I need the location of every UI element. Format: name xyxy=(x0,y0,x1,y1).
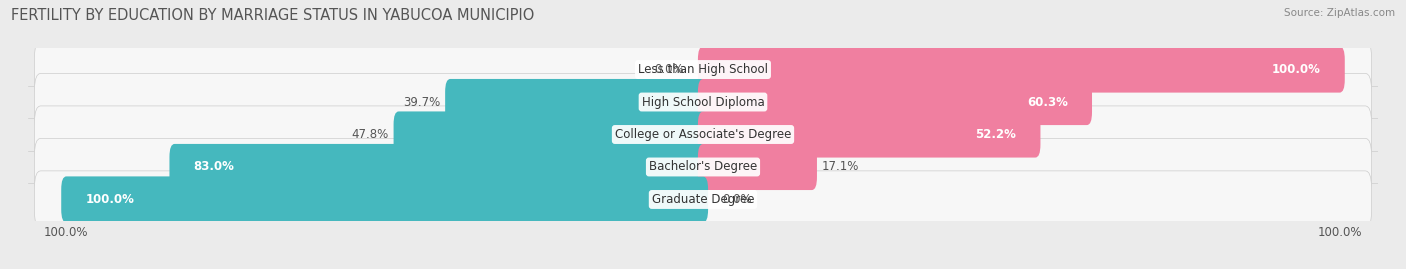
Text: 100.0%: 100.0% xyxy=(1271,63,1320,76)
Text: 100.0%: 100.0% xyxy=(86,193,135,206)
Text: 83.0%: 83.0% xyxy=(194,161,235,174)
FancyBboxPatch shape xyxy=(35,138,1371,196)
FancyBboxPatch shape xyxy=(35,171,1371,228)
Text: Source: ZipAtlas.com: Source: ZipAtlas.com xyxy=(1284,8,1395,18)
Text: College or Associate's Degree: College or Associate's Degree xyxy=(614,128,792,141)
Text: 47.8%: 47.8% xyxy=(352,128,388,141)
Text: Graduate Degree: Graduate Degree xyxy=(652,193,754,206)
FancyBboxPatch shape xyxy=(697,144,817,190)
Text: 60.3%: 60.3% xyxy=(1026,95,1067,108)
FancyBboxPatch shape xyxy=(35,73,1371,131)
Text: Bachelor's Degree: Bachelor's Degree xyxy=(650,161,756,174)
Text: High School Diploma: High School Diploma xyxy=(641,95,765,108)
FancyBboxPatch shape xyxy=(35,41,1371,98)
FancyBboxPatch shape xyxy=(697,79,1092,125)
Text: Less than High School: Less than High School xyxy=(638,63,768,76)
FancyBboxPatch shape xyxy=(446,79,709,125)
FancyBboxPatch shape xyxy=(697,111,1040,158)
Text: FERTILITY BY EDUCATION BY MARRIAGE STATUS IN YABUCOA MUNICIPIO: FERTILITY BY EDUCATION BY MARRIAGE STATU… xyxy=(11,8,534,23)
FancyBboxPatch shape xyxy=(170,144,709,190)
Text: 39.7%: 39.7% xyxy=(402,95,440,108)
Text: 0.0%: 0.0% xyxy=(723,193,752,206)
FancyBboxPatch shape xyxy=(394,111,709,158)
FancyBboxPatch shape xyxy=(62,176,709,222)
Text: 0.0%: 0.0% xyxy=(654,63,683,76)
Text: 17.1%: 17.1% xyxy=(823,161,859,174)
Text: 52.2%: 52.2% xyxy=(976,128,1017,141)
FancyBboxPatch shape xyxy=(697,47,1344,93)
FancyBboxPatch shape xyxy=(35,106,1371,163)
